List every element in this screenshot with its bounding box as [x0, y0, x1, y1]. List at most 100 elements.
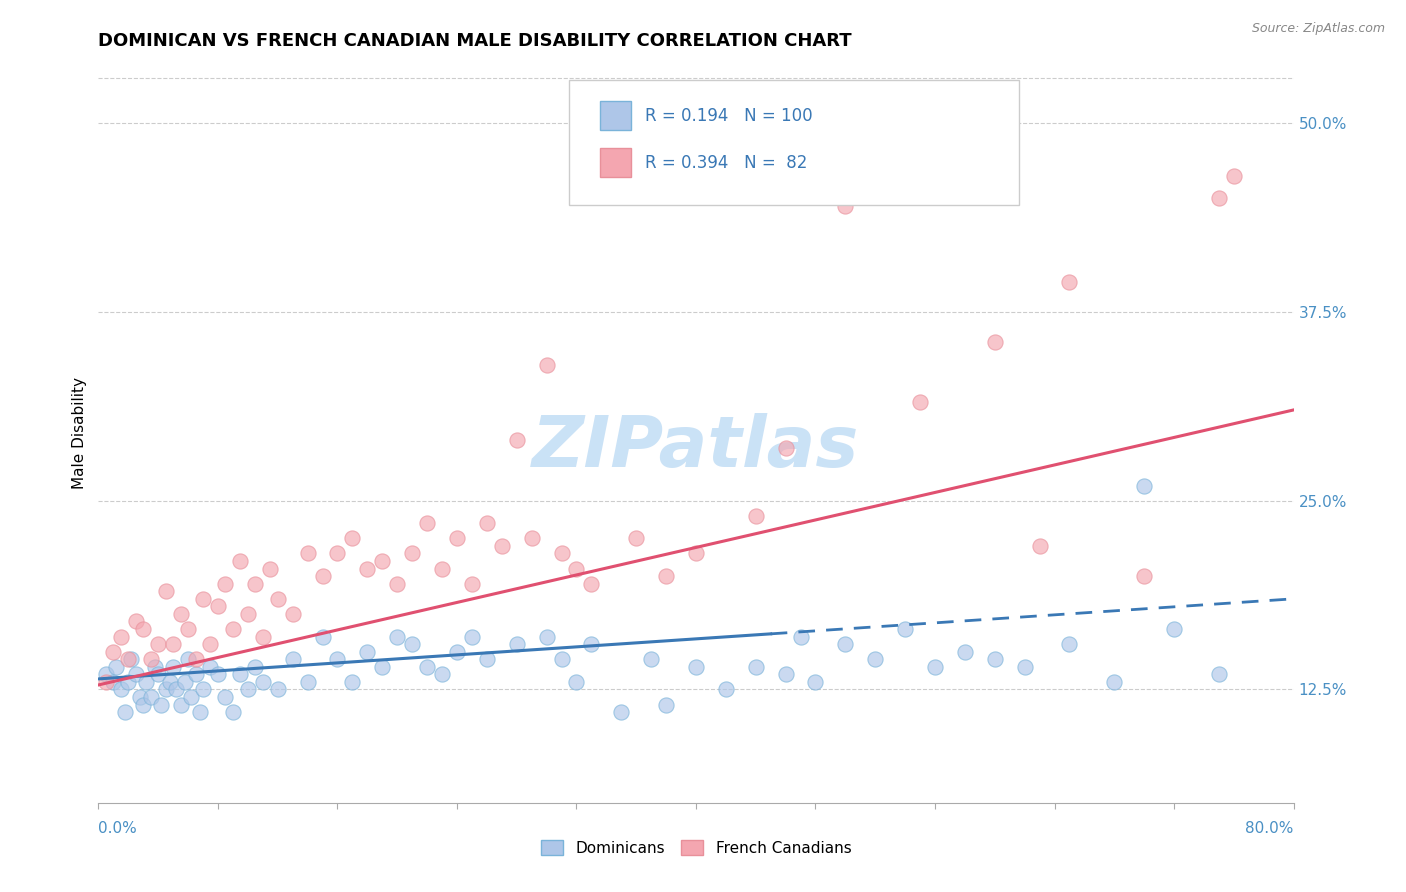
Point	[281, 607, 304, 621]
Point	[565, 674, 588, 689]
Point	[110, 682, 132, 697]
Point	[506, 433, 529, 447]
Point	[610, 705, 633, 719]
Text: DOMINICAN VS FRENCH CANADIAN MALE DISABILITY CORRELATION CHART: DOMINICAN VS FRENCH CANADIAN MALE DISABI…	[98, 32, 852, 50]
Point	[775, 667, 797, 681]
Point	[297, 674, 319, 689]
Point	[177, 652, 200, 666]
Point	[506, 637, 529, 651]
Point	[655, 698, 678, 712]
Point	[103, 674, 125, 689]
Point	[1014, 660, 1036, 674]
Point	[184, 652, 207, 666]
Point	[135, 674, 157, 689]
Point	[159, 674, 181, 689]
Point	[536, 630, 558, 644]
Point	[155, 584, 177, 599]
Point	[581, 637, 603, 651]
Point	[1208, 667, 1230, 681]
Point	[1059, 275, 1081, 289]
Point	[356, 645, 378, 659]
Point	[120, 652, 142, 666]
Point	[401, 547, 423, 561]
Point	[984, 652, 1007, 666]
Text: Source: ZipAtlas.com: Source: ZipAtlas.com	[1251, 22, 1385, 36]
Point	[94, 674, 117, 689]
Y-axis label: Male Disability: Male Disability	[72, 376, 87, 489]
Point	[342, 674, 364, 689]
Point	[180, 690, 202, 704]
Point	[177, 622, 200, 636]
Point	[789, 630, 811, 644]
Point	[371, 554, 394, 568]
Point	[207, 599, 229, 614]
Point	[169, 607, 191, 621]
Point	[259, 561, 281, 575]
Point	[536, 358, 558, 372]
Point	[114, 705, 136, 719]
Point	[491, 539, 513, 553]
Point	[326, 652, 349, 666]
Point	[1223, 169, 1246, 183]
Point	[148, 637, 170, 651]
Point	[685, 547, 707, 561]
Point	[865, 652, 887, 666]
Point	[953, 645, 976, 659]
Point	[385, 576, 409, 591]
Point	[174, 674, 197, 689]
Point	[1163, 622, 1185, 636]
Point	[214, 576, 236, 591]
Point	[475, 652, 498, 666]
Text: R = 0.194   N = 100: R = 0.194 N = 100	[645, 107, 813, 125]
Point	[461, 630, 484, 644]
Point	[132, 698, 155, 712]
Point	[267, 682, 290, 697]
Point	[236, 607, 259, 621]
Point	[626, 532, 648, 546]
Point	[132, 622, 155, 636]
Point	[191, 682, 214, 697]
Point	[155, 682, 177, 697]
Text: 80.0%: 80.0%	[1246, 821, 1294, 836]
Point	[214, 690, 236, 704]
Point	[371, 660, 394, 674]
Point	[229, 667, 252, 681]
Point	[229, 554, 252, 568]
Point	[326, 547, 349, 561]
Point	[401, 637, 423, 651]
Point	[117, 652, 139, 666]
Point	[1208, 191, 1230, 205]
Point	[745, 660, 768, 674]
Point	[714, 682, 737, 697]
Point	[1059, 637, 1081, 651]
Point	[191, 591, 214, 606]
Point	[356, 561, 378, 575]
Point	[924, 660, 946, 674]
Point	[297, 547, 319, 561]
Point	[200, 660, 222, 674]
Point	[446, 532, 468, 546]
Point	[311, 630, 333, 644]
Point	[416, 660, 439, 674]
Point	[1133, 569, 1156, 583]
Point	[162, 637, 184, 651]
Point	[162, 660, 184, 674]
Point	[430, 561, 453, 575]
Point	[110, 630, 132, 644]
Point	[105, 660, 128, 674]
Point	[655, 569, 678, 583]
Point	[685, 660, 707, 674]
Point	[184, 667, 207, 681]
Text: 0.0%: 0.0%	[98, 821, 138, 836]
Point	[117, 674, 139, 689]
Point	[908, 395, 931, 409]
Point	[150, 698, 173, 712]
Point	[222, 705, 245, 719]
Point	[430, 667, 453, 681]
Point	[385, 630, 409, 644]
Point	[165, 682, 187, 697]
Point	[125, 615, 148, 629]
Legend: Dominicans, French Canadians: Dominicans, French Canadians	[534, 834, 858, 862]
Point	[550, 547, 572, 561]
Point	[245, 576, 267, 591]
